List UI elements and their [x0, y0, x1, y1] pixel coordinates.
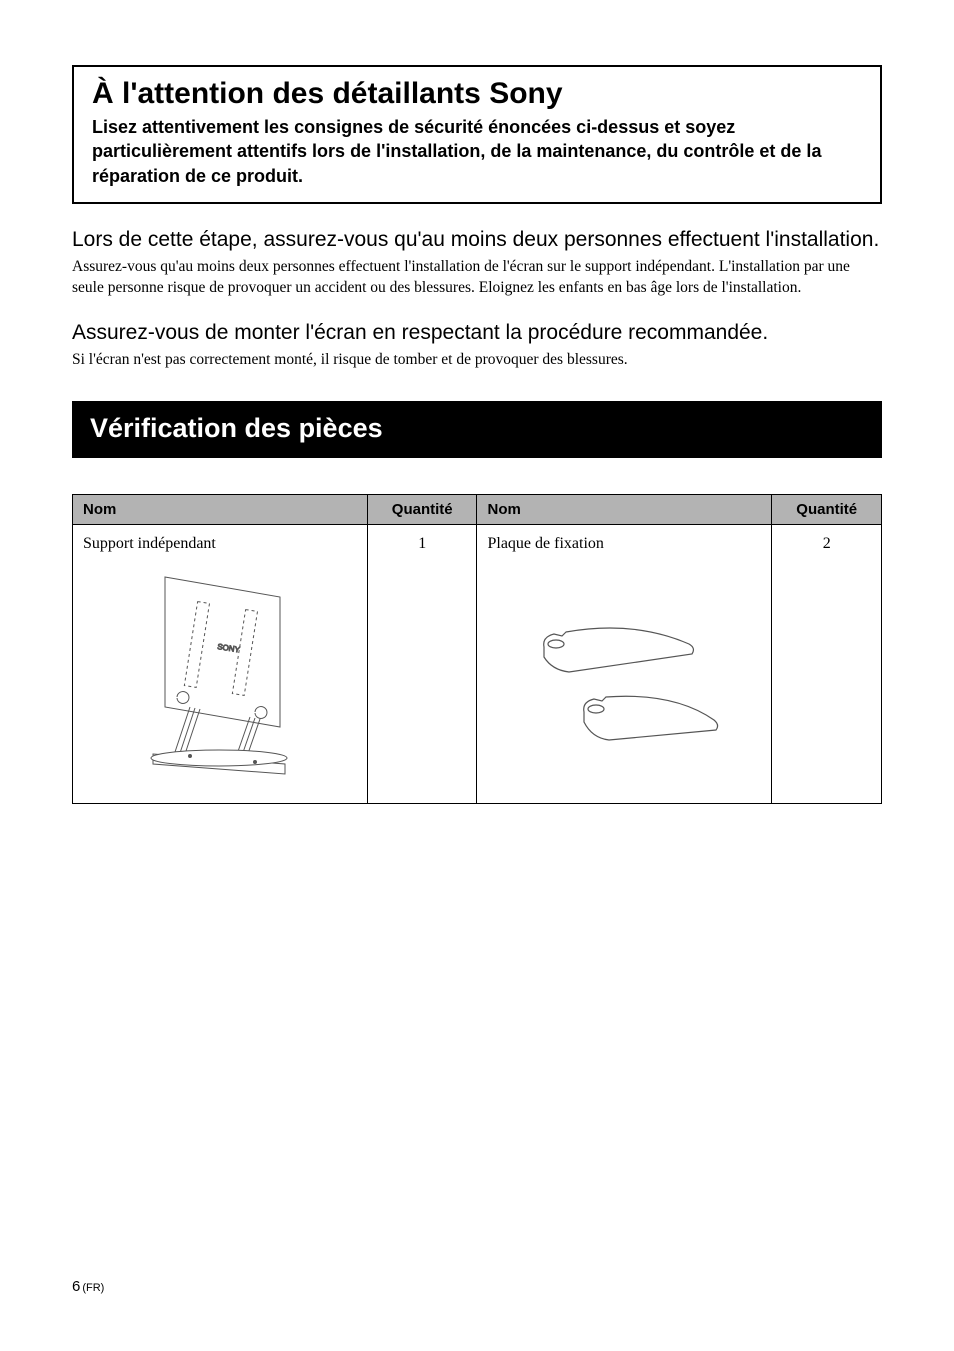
table-row: Support indépendant SONY — [73, 525, 882, 804]
section1-body: Assurez-vous qu'au moins deux personnes … — [72, 257, 882, 299]
item-name: Support indépendant — [83, 535, 357, 553]
col-header-qty: Quantité — [367, 495, 477, 525]
callout-title: À l'attention des détaillants Sony — [92, 77, 862, 111]
col-header-name: Nom — [73, 495, 368, 525]
section1-heading: Lors de cette étape, assurez-vous qu'au … — [72, 226, 882, 253]
item-qty: 2 — [772, 525, 882, 804]
stand-illustration: SONY — [83, 561, 357, 793]
callout-body: Lisez attentivement les consignes de séc… — [92, 115, 862, 188]
section-banner: Vérification des pièces — [72, 401, 882, 458]
item-cell: Plaque de fixation — [477, 525, 772, 804]
table-header-row: Nom Quantité Nom Quantité — [73, 495, 882, 525]
section2-heading: Assurez-vous de monter l'écran en respec… — [72, 319, 882, 346]
section2-body: Si l'écran n'est pas correctement monté,… — [72, 350, 882, 371]
page-number: 6 — [72, 1278, 80, 1295]
item-qty: 1 — [367, 525, 477, 804]
col-header-name: Nom — [477, 495, 772, 525]
bracket-illustration — [487, 561, 761, 793]
col-header-qty: Quantité — [772, 495, 882, 525]
page-lang: (FR) — [82, 1282, 104, 1294]
page-footer: 6(FR) — [72, 1278, 104, 1295]
parts-table: Nom Quantité Nom Quantité Support indépe… — [72, 494, 882, 804]
item-cell: Support indépendant SONY — [73, 525, 368, 804]
dealer-callout: À l'attention des détaillants Sony Lisez… — [72, 65, 882, 204]
item-name: Plaque de fixation — [487, 535, 761, 553]
